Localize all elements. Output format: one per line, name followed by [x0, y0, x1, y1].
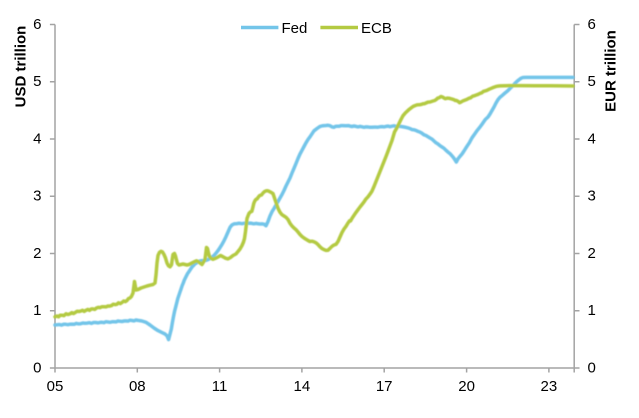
- svg-text:4: 4: [588, 130, 596, 147]
- svg-text:ECB: ECB: [361, 20, 392, 37]
- svg-text:4: 4: [33, 130, 41, 147]
- svg-text:14: 14: [294, 378, 311, 395]
- svg-text:20: 20: [458, 378, 475, 395]
- svg-text:17: 17: [376, 378, 393, 395]
- svg-text:Fed: Fed: [282, 20, 308, 37]
- svg-text:3: 3: [588, 188, 596, 205]
- svg-text:6: 6: [33, 16, 41, 33]
- svg-text:0: 0: [33, 359, 41, 376]
- svg-text:2: 2: [588, 245, 596, 262]
- svg-text:3: 3: [33, 188, 41, 205]
- svg-text:08: 08: [129, 378, 146, 395]
- svg-text:1: 1: [33, 302, 41, 319]
- svg-text:23: 23: [541, 378, 558, 395]
- svg-text:5: 5: [33, 73, 41, 90]
- svg-text:EUR trillion: EUR trillion: [603, 30, 620, 112]
- svg-text:0: 0: [588, 359, 596, 376]
- svg-text:1: 1: [588, 302, 596, 319]
- svg-text:USD trillion: USD trillion: [12, 26, 29, 108]
- svg-text:2: 2: [33, 245, 41, 262]
- svg-text:6: 6: [588, 16, 596, 33]
- svg-text:11: 11: [212, 378, 228, 395]
- svg-text:5: 5: [588, 73, 596, 90]
- svg-text:05: 05: [47, 378, 64, 395]
